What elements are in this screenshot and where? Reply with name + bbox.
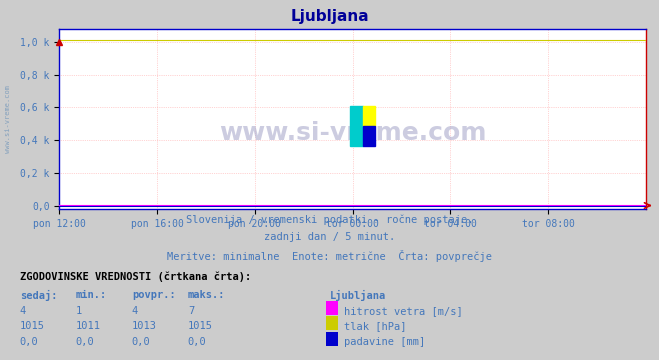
- Text: sedaj:: sedaj:: [20, 290, 57, 301]
- Text: 1015: 1015: [20, 321, 45, 331]
- Text: 0,0: 0,0: [188, 337, 206, 347]
- Text: www.si-vreme.com: www.si-vreme.com: [219, 121, 486, 145]
- Text: Ljubljana: Ljubljana: [330, 290, 386, 301]
- Text: maks.:: maks.:: [188, 290, 225, 300]
- Text: 1: 1: [76, 306, 82, 316]
- Text: povpr.:: povpr.:: [132, 290, 175, 300]
- Text: 7: 7: [188, 306, 194, 316]
- Text: 4: 4: [132, 306, 138, 316]
- Bar: [362, 126, 376, 146]
- Text: www.si-vreme.com: www.si-vreme.com: [5, 85, 11, 153]
- Text: padavine [mm]: padavine [mm]: [344, 337, 425, 347]
- Text: min.:: min.:: [76, 290, 107, 300]
- Text: hitrost vetra [m/s]: hitrost vetra [m/s]: [344, 306, 463, 316]
- Bar: [350, 106, 362, 146]
- Text: 0,0: 0,0: [132, 337, 150, 347]
- Text: 0,0: 0,0: [76, 337, 94, 347]
- Text: Meritve: minimalne  Enote: metrične  Črta: povprečje: Meritve: minimalne Enote: metrične Črta:…: [167, 250, 492, 262]
- Text: 4: 4: [20, 306, 26, 316]
- Text: tlak [hPa]: tlak [hPa]: [344, 321, 407, 331]
- Text: 1013: 1013: [132, 321, 157, 331]
- Text: 0,0: 0,0: [20, 337, 38, 347]
- Text: 1011: 1011: [76, 321, 101, 331]
- Text: ZGODOVINSKE VREDNOSTI (črtkana črta):: ZGODOVINSKE VREDNOSTI (črtkana črta):: [20, 272, 251, 282]
- Text: 1015: 1015: [188, 321, 213, 331]
- Text: zadnji dan / 5 minut.: zadnji dan / 5 minut.: [264, 232, 395, 242]
- Text: Ljubljana: Ljubljana: [290, 9, 369, 24]
- Text: Slovenija / vremenski podatki - ročne postaje.: Slovenija / vremenski podatki - ročne po…: [186, 214, 473, 225]
- Bar: [362, 106, 376, 126]
